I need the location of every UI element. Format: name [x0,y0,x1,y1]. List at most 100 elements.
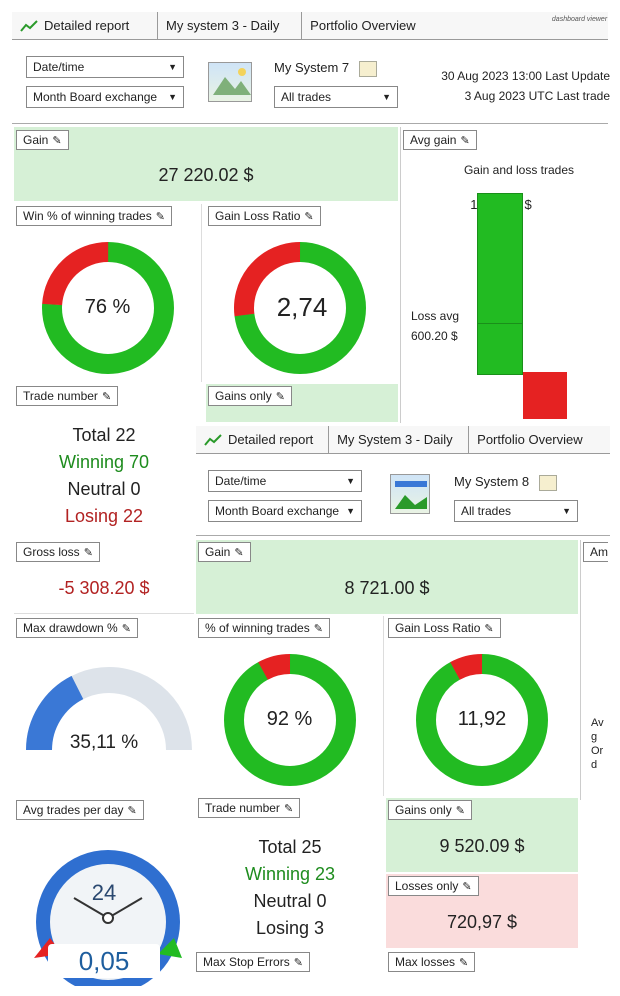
drawdown-value: 35,11 % [69,732,139,753]
pin-icon: ✎ [460,134,470,147]
total-trades: Total 22 [72,425,136,445]
tag-label: Gains only [395,803,452,817]
profit-factor-panel-2: Gain Loss Ratio ✎ 11,92 [386,616,578,796]
document-thumbnail-icon [390,474,430,514]
donut-loss-arc [234,242,366,374]
dropdown-value: All trades [281,90,332,104]
win-rate-value: 76 % [84,296,131,318]
gain-tag-2[interactable]: Gain ✎ [198,542,251,562]
gain-value: 27 220.02 $ [158,165,254,185]
trade-count-panel-2: Trade number ✎ Total 25 Winning 23 Neutra… [196,798,384,948]
tab-detailed-report[interactable]: Detailed report [12,12,159,39]
gains-only-tag-2[interactable]: Gains only ✎ [388,800,472,820]
trade-count-tag[interactable]: Trade number ✎ [16,386,119,406]
tab-label: My system 3 - Daily [166,18,280,33]
tag-label: Win % of winning trades [23,209,152,223]
last-trade-text: 3 Aug 2023 UTC Last trade [464,89,610,103]
trades-dropdown[interactable]: All trades ▼ [274,86,398,108]
gain-value-2: 8 721.00 $ [344,578,430,598]
win-rate-value-2: 92 % [266,708,313,730]
drawdown-gauge [26,667,192,751]
gross-loss-value: -5 308.20 $ [58,578,150,598]
tag-label: Gains only [215,389,272,403]
pin-icon: ✎ [304,210,314,223]
avg-gain-panel: Avg gain✎ Gain and loss trades 1 300.00 … [400,127,608,423]
chevron-down-icon: ▼ [562,506,571,516]
losing-trades: Losing 22 [64,506,144,526]
gauge-fill [26,675,84,751]
tag-label: Gain Loss Ratio [395,621,481,635]
win-rate-donut [42,242,174,374]
drawdown-tag[interactable]: Max drawdown % ✎ [16,618,138,638]
exchange-dropdown-2[interactable]: Month Board exchange ▼ [208,500,362,522]
exchange-dropdown[interactable]: Month Board exchange ▼ [26,86,184,108]
tag-label: Avg trades per day [23,803,124,817]
pin-icon: ✎ [275,390,285,403]
profit-factor-donut-2 [416,654,548,786]
right-edge-text: Avg Ord [591,717,604,771]
bar-split-line [477,323,523,324]
profit-factor-tag[interactable]: Gain Loss Ratio ✎ [208,206,321,226]
neutral-trades: Neutral 0 [67,479,141,499]
avg-trades-count: 24 [91,880,117,905]
pin-icon: ✎ [155,210,165,223]
app-logo: dashboard viewer [552,12,608,39]
gains-only-panel: Gains only ✎ [206,384,398,422]
pin-icon: ✎ [127,804,137,817]
dial-needle-2 [107,897,143,919]
note-icon [358,60,377,77]
tag-label: Max losses [395,955,456,969]
trade-count-tag-2[interactable]: Trade number ✎ [198,798,301,818]
pin-icon: ✎ [83,546,93,559]
chevron-down-icon: ▼ [346,506,355,516]
profit-factor-donut [234,242,366,374]
gross-loss-tag[interactable]: Gross loss ✎ [16,542,100,562]
pin-icon: ✎ [101,390,112,403]
second-filter-row: Date/time ▼ Month Board exchange ▼ My Syst… [196,456,610,536]
avg-gain-tag[interactable]: Avg gain ✎ [403,130,477,150]
avg-gain-bar [477,193,523,375]
gain-tag[interactable]: Gain ✎ [16,130,69,150]
dial-needle [73,897,109,919]
trades-dropdown-2[interactable]: All trades ▼ [454,500,578,522]
tab-system-daily[interactable]: My system 3 - Daily [158,12,303,39]
win-rate-tag-2[interactable]: % of winning trades ✎ [198,618,330,638]
pin-icon: ✎ [283,802,294,815]
gains-only-tag[interactable]: Gains only ✎ [208,386,292,406]
tab-label: Portfolio Overview [477,432,583,447]
tab-portfolio-overview-2[interactable]: Portfolio Overview [469,426,610,453]
neutral-trades: Neutral 0 [253,891,327,911]
trade-stats: Total 22 Winning 70 Neutral 0 Losing 22 [14,422,194,530]
system-name: My System 7 [274,60,350,75]
tab-detailed-report-2[interactable]: Detailed report [196,426,330,453]
donut-loss-arc [224,654,356,786]
right-edge-tag[interactable]: Am [583,542,608,562]
date-dropdown[interactable]: Date/time ▼ [26,56,184,78]
tag-label: Am [590,545,608,559]
tab-system-daily-2[interactable]: My System 3 - Daily [329,426,470,453]
right-edge-panel: Am Avg Ord [580,540,608,800]
win-rate-panel-2: % of winning trades ✎ 92 % [196,616,384,796]
dropdown-value: Month Board exchange [215,504,340,518]
avg-trades-tag[interactable]: Avg trades per day ✎ [16,800,144,820]
system-label-2: My System 8 [454,474,604,491]
avg-trades-value: 0,05 [48,944,160,978]
date-dropdown-2[interactable]: Date/time ▼ [208,470,362,492]
avg-gain-title: Gain and loss trades [463,163,575,177]
tab-portfolio-overview[interactable]: Portfolio Overview [302,12,552,39]
logo-text: dashboard viewer [551,16,608,23]
pin-icon: ✎ [52,134,62,147]
tab-label: Detailed report [228,432,314,447]
max-stop-errors-tag[interactable]: Max Stop Errors ✎ [196,952,310,972]
total-trades: Total 25 [258,837,322,857]
tab-label: Portfolio Overview [310,18,416,33]
pin-icon: ✎ [459,956,469,969]
losses-only-tag[interactable]: Losses only ✎ [388,876,479,896]
filter-row: Date/time ▼ Month Board exchange ▼ My Syst… [12,42,610,124]
win-rate-tag[interactable]: Win % of winning trades ✎ [16,206,172,226]
donut-loss-arc [416,654,548,786]
profit-factor-tag-2[interactable]: Gain Loss Ratio ✎ [388,618,501,638]
tag-label: % of winning trades [205,621,310,635]
max-losses-tag[interactable]: Max losses ✎ [388,952,476,972]
up-arrow-icon [158,938,182,958]
